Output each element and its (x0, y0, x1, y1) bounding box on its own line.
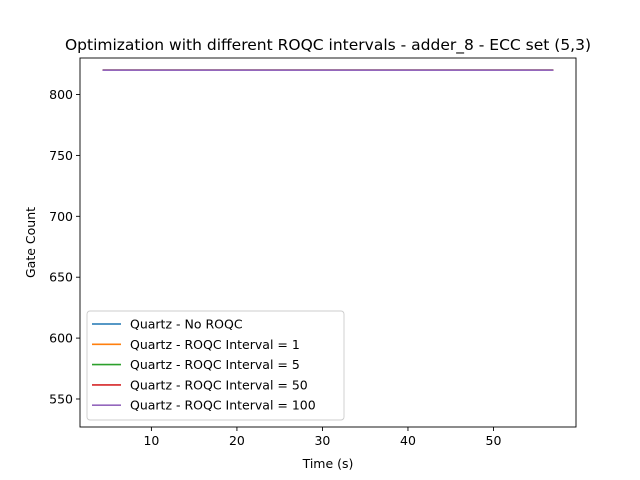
y-tick-label: 800 (49, 87, 73, 102)
legend-box (86, 310, 345, 421)
legend-label-4: Quartz - ROQC Interval = 100 (130, 398, 316, 413)
plot-frame (79, 57, 577, 428)
x-tick-label: 30 (314, 433, 330, 448)
x-tick-label: 10 (143, 433, 159, 448)
y-tick-label: 750 (49, 148, 73, 163)
legend-label-2: Quartz - ROQC Interval = 5 (130, 357, 300, 372)
chart-title: Optimization with different ROQC interva… (65, 36, 591, 55)
legend-label-1: Quartz - ROQC Interval = 1 (130, 337, 300, 352)
y-axis-label: Gate Count (23, 207, 38, 278)
x-tick-label: 50 (486, 433, 502, 448)
y-tick-label: 550 (49, 391, 73, 406)
y-tick-label: 650 (49, 270, 73, 285)
x-axis-label: Time (s) (302, 456, 354, 471)
y-tick-label: 700 (49, 209, 73, 224)
x-tick-label: 20 (229, 433, 245, 448)
x-axis-ticks: 10 20 30 40 50 (143, 427, 501, 448)
y-tick-label: 600 (49, 331, 73, 346)
legend-label-3: Quartz - ROQC Interval = 50 (130, 377, 308, 392)
x-tick-label: 40 (400, 433, 416, 448)
y-axis-ticks: 550 600 650 700 750 800 (49, 87, 80, 406)
legend-label-0: Quartz - No ROQC (130, 317, 243, 332)
legend: Quartz - No ROQC Quartz - ROQC Interval =… (86, 310, 345, 421)
legend-items: Quartz - No ROQC Quartz - ROQC Interval =… (92, 317, 316, 413)
